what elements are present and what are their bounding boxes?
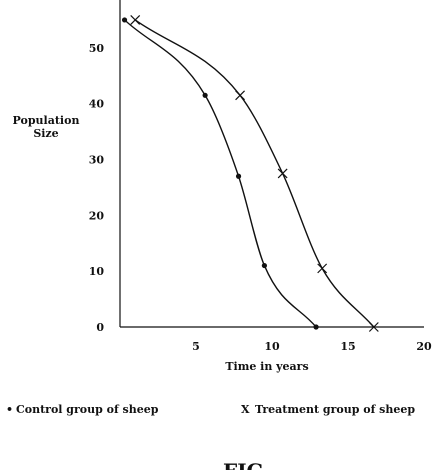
x-tick-label: 20 bbox=[416, 340, 432, 353]
data-point-x bbox=[277, 168, 288, 179]
data-point-x bbox=[235, 90, 246, 101]
x-tick-label: 5 bbox=[192, 340, 200, 353]
legend-label-treatment: Treatment group of sheep bbox=[255, 403, 415, 416]
series-line bbox=[124, 19, 317, 328]
data-point-x bbox=[368, 322, 379, 332]
y-axis-title-line-1: Population bbox=[13, 114, 80, 127]
y-tick-label: 0 bbox=[96, 321, 104, 334]
data-point-dot bbox=[202, 92, 208, 98]
y-tick-label: 50 bbox=[89, 42, 105, 55]
tick-labels: 01020304050605101520 bbox=[89, 42, 432, 353]
data-point-dot bbox=[121, 17, 128, 23]
data-point-x bbox=[130, 14, 141, 25]
series-line bbox=[134, 19, 375, 328]
data-point-dot bbox=[313, 324, 319, 330]
x-axis-title: Time in years bbox=[225, 360, 308, 373]
series-control bbox=[121, 17, 319, 330]
legend-symbol-control: • bbox=[6, 403, 13, 416]
y-tick-label: 30 bbox=[89, 154, 105, 167]
data-point-x bbox=[317, 263, 328, 274]
y-axis-title-line-2: Size bbox=[33, 127, 58, 140]
x-tick-label: 15 bbox=[340, 340, 355, 353]
y-tick-label: 20 bbox=[89, 209, 105, 222]
data-point-dot bbox=[261, 262, 267, 269]
series-treatment bbox=[130, 14, 379, 332]
axes bbox=[119, 0, 424, 328]
legend-label-control: Control group of sheep bbox=[16, 403, 159, 416]
legend-symbol-treatment: X bbox=[241, 403, 250, 416]
y-tick-label: 40 bbox=[89, 98, 105, 111]
x-tick-label: 10 bbox=[264, 340, 280, 353]
y-tick-label: 10 bbox=[89, 265, 105, 278]
series bbox=[121, 14, 379, 332]
data-point-dot bbox=[235, 173, 242, 179]
legend: • Control group of sheep X Treatment gro… bbox=[6, 403, 415, 416]
figure-caption: FIG bbox=[223, 459, 264, 470]
